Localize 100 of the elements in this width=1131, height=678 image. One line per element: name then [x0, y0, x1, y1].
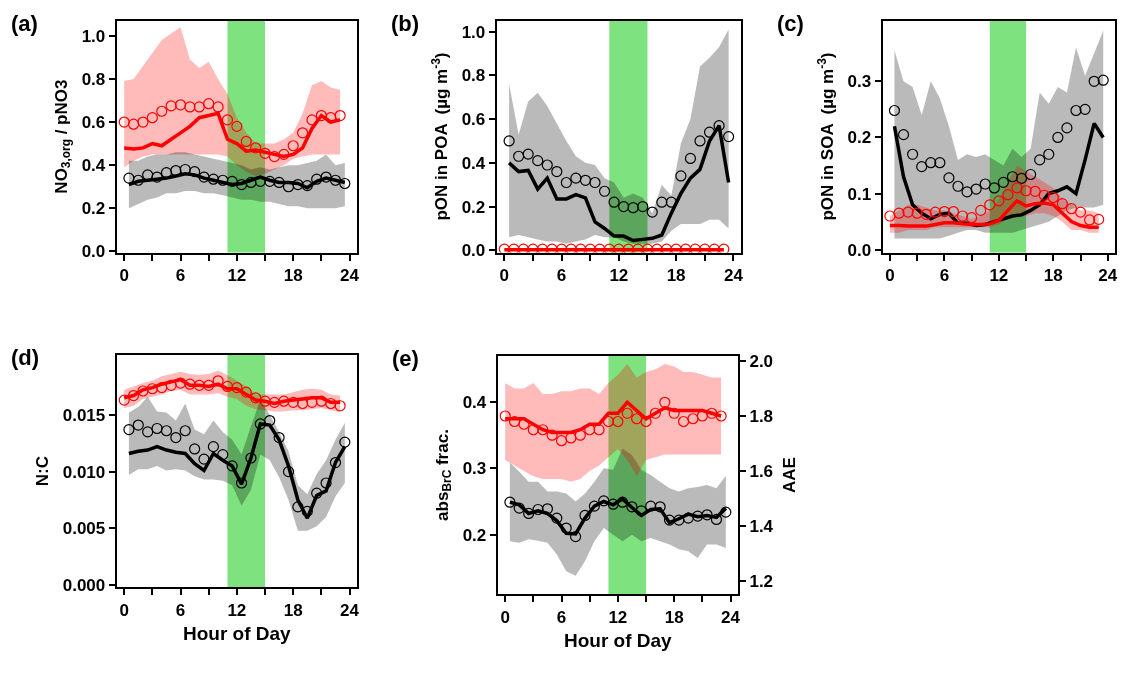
point	[132, 419, 144, 431]
point	[570, 172, 582, 184]
point	[541, 159, 553, 171]
y-tick-label: 0.4	[462, 393, 487, 413]
point	[118, 116, 130, 128]
point	[598, 185, 611, 197]
x-tick-label: 0	[885, 265, 895, 285]
point	[334, 109, 346, 122]
x-tick-label: 6	[175, 265, 186, 285]
y-tick-label: 0.0	[461, 241, 486, 261]
point	[588, 500, 600, 512]
point	[118, 394, 130, 406]
point	[245, 176, 257, 189]
x-tick-label: 24	[1098, 265, 1118, 285]
text: (d)	[11, 345, 40, 370]
point	[720, 506, 732, 518]
point	[668, 407, 680, 419]
point	[198, 171, 210, 183]
point	[546, 429, 558, 441]
y-tick-label: 0.015	[62, 405, 106, 425]
point	[292, 178, 304, 191]
point	[929, 206, 941, 218]
point	[1093, 213, 1105, 225]
point	[160, 425, 173, 437]
point	[315, 109, 327, 122]
point	[694, 135, 706, 147]
point	[264, 414, 276, 427]
point	[537, 424, 549, 436]
point	[627, 202, 639, 214]
point	[970, 183, 982, 195]
point	[259, 147, 271, 159]
point	[523, 507, 535, 520]
point	[665, 196, 677, 208]
point	[947, 205, 960, 218]
x-tick-label: 12	[227, 265, 247, 285]
point	[207, 173, 219, 185]
point	[893, 207, 905, 219]
point	[273, 176, 285, 189]
point	[997, 176, 1009, 188]
point	[565, 243, 577, 253]
point	[897, 129, 910, 141]
point	[532, 503, 544, 516]
point	[551, 512, 563, 524]
point	[184, 378, 196, 390]
point	[203, 98, 215, 110]
y-tick-label: 0.0	[847, 240, 872, 260]
point	[329, 456, 342, 469]
point	[649, 407, 662, 419]
y-tick-label: 0.6	[81, 112, 106, 132]
point	[273, 431, 285, 444]
x-tick-label: 18	[283, 600, 303, 620]
point	[641, 243, 654, 253]
point	[189, 166, 201, 178]
point	[1084, 214, 1096, 226]
text: (b)	[391, 11, 420, 36]
point	[565, 432, 577, 444]
x-tick-label: 18	[664, 607, 684, 627]
point	[527, 243, 539, 253]
y-tick-label: 0.0	[81, 242, 106, 262]
point	[240, 135, 252, 148]
x-tick-label: 0	[119, 265, 129, 285]
point	[961, 186, 973, 198]
point	[217, 449, 229, 461]
point	[670, 243, 682, 253]
point	[925, 157, 937, 169]
point	[146, 112, 158, 124]
point	[984, 199, 996, 211]
y-tick-label: 0.8	[81, 69, 106, 89]
point	[1061, 122, 1073, 134]
point	[254, 418, 266, 430]
point	[127, 118, 140, 130]
point	[1065, 203, 1078, 215]
y-tick-label: 1.0	[461, 22, 486, 42]
point	[884, 210, 896, 222]
y2-tick-label: 1.2	[749, 571, 774, 591]
point	[713, 120, 725, 132]
x-tick-label: 6	[556, 265, 567, 285]
point	[680, 243, 692, 253]
point	[902, 206, 914, 218]
x-tick-label: 24	[340, 265, 360, 285]
y-tick-label: 0.2	[81, 199, 106, 219]
point	[646, 206, 658, 218]
x-tick-label: 18	[283, 265, 303, 285]
point	[710, 513, 723, 526]
point	[555, 243, 568, 253]
point	[718, 243, 730, 253]
point	[532, 155, 544, 167]
point	[235, 477, 248, 489]
x-tick-label: 6	[939, 265, 950, 285]
point	[659, 396, 671, 408]
point	[975, 204, 987, 216]
point	[560, 522, 572, 534]
point	[988, 182, 1000, 194]
point	[579, 174, 592, 186]
point	[240, 386, 252, 398]
y2-tick-label: 1.6	[749, 461, 774, 481]
point	[920, 208, 932, 220]
x-tick-label: 12	[609, 265, 629, 285]
point	[174, 377, 187, 389]
point	[503, 135, 515, 147]
